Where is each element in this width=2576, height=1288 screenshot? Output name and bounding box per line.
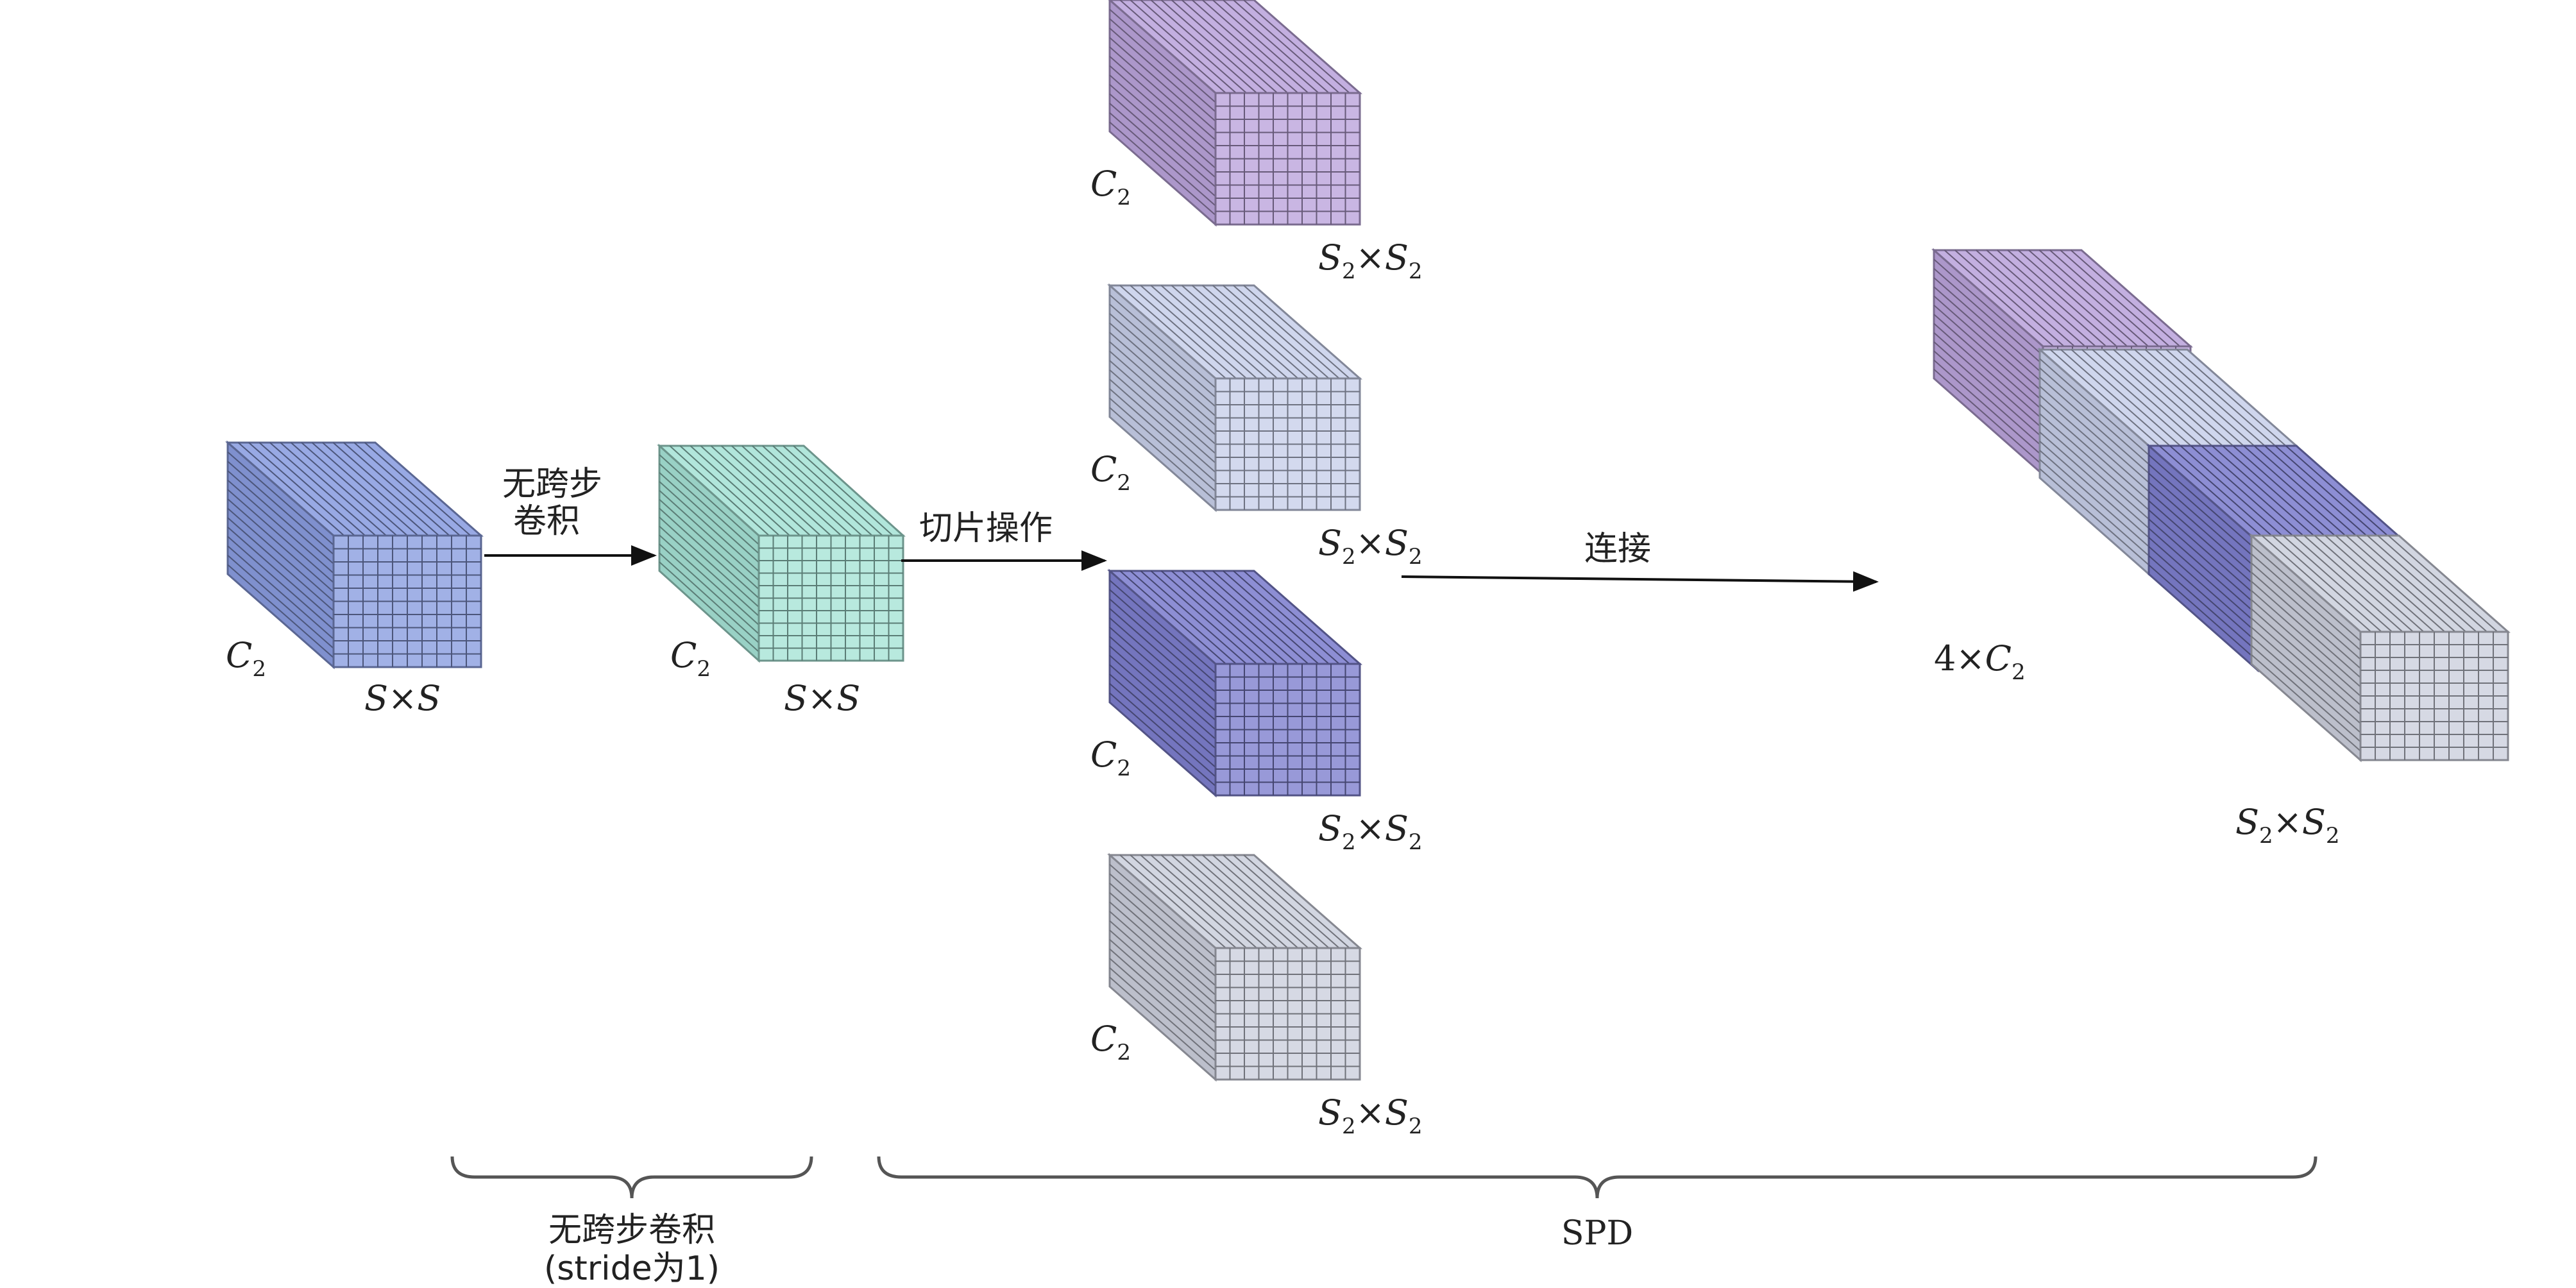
output-size-label: S2×S2 bbox=[2235, 802, 2340, 849]
conv-size-label: S×S bbox=[784, 678, 860, 718]
slice4-size-label: S2×S2 bbox=[1318, 1092, 1423, 1139]
conv-channel-label: C2 bbox=[670, 635, 711, 682]
slice2-channel-label: C2 bbox=[1090, 449, 1131, 496]
slice2-size-label: S2×S2 bbox=[1318, 523, 1423, 570]
spd-brace bbox=[877, 1156, 2318, 1199]
conv-arrow-label-1: 无跨步 bbox=[502, 465, 602, 504]
slice4-channel-label: C2 bbox=[1090, 1019, 1131, 1065]
conv-brace-label-1: 无跨步卷积 bbox=[548, 1211, 715, 1250]
conv-brace bbox=[450, 1156, 813, 1199]
slice1-channel-label: C2 bbox=[1090, 164, 1131, 210]
input-feature-map-cube bbox=[225, 440, 484, 670]
input-channel-label: C2 bbox=[226, 635, 266, 682]
conv-arrow-label-2: 卷积 bbox=[513, 502, 580, 541]
concat-arrow-label: 连接 bbox=[1584, 530, 1651, 568]
conv-output-cube bbox=[657, 443, 906, 663]
slice3-channel-label: C2 bbox=[1090, 734, 1131, 781]
slice-arrow-label: 切片操作 bbox=[919, 509, 1053, 548]
output-stack-block-4 bbox=[2249, 533, 2511, 763]
slice3-size-label: S2×S2 bbox=[1318, 808, 1423, 855]
slice-cube-1 bbox=[1108, 0, 1362, 227]
slice1-size-label: S2×S2 bbox=[1318, 237, 1423, 284]
conv-brace-label-2: (stride为1) bbox=[544, 1250, 720, 1288]
slice-cube-2 bbox=[1107, 283, 1362, 513]
spd-brace-label: SPD bbox=[1561, 1214, 1633, 1253]
input-size-label: S×S bbox=[364, 678, 441, 718]
slice-cube-4 bbox=[1107, 852, 1362, 1082]
concat-arrow bbox=[1401, 571, 1879, 592]
slice-cube-3 bbox=[1107, 568, 1362, 798]
output-channel-label: 4×C2 bbox=[1934, 638, 2026, 685]
